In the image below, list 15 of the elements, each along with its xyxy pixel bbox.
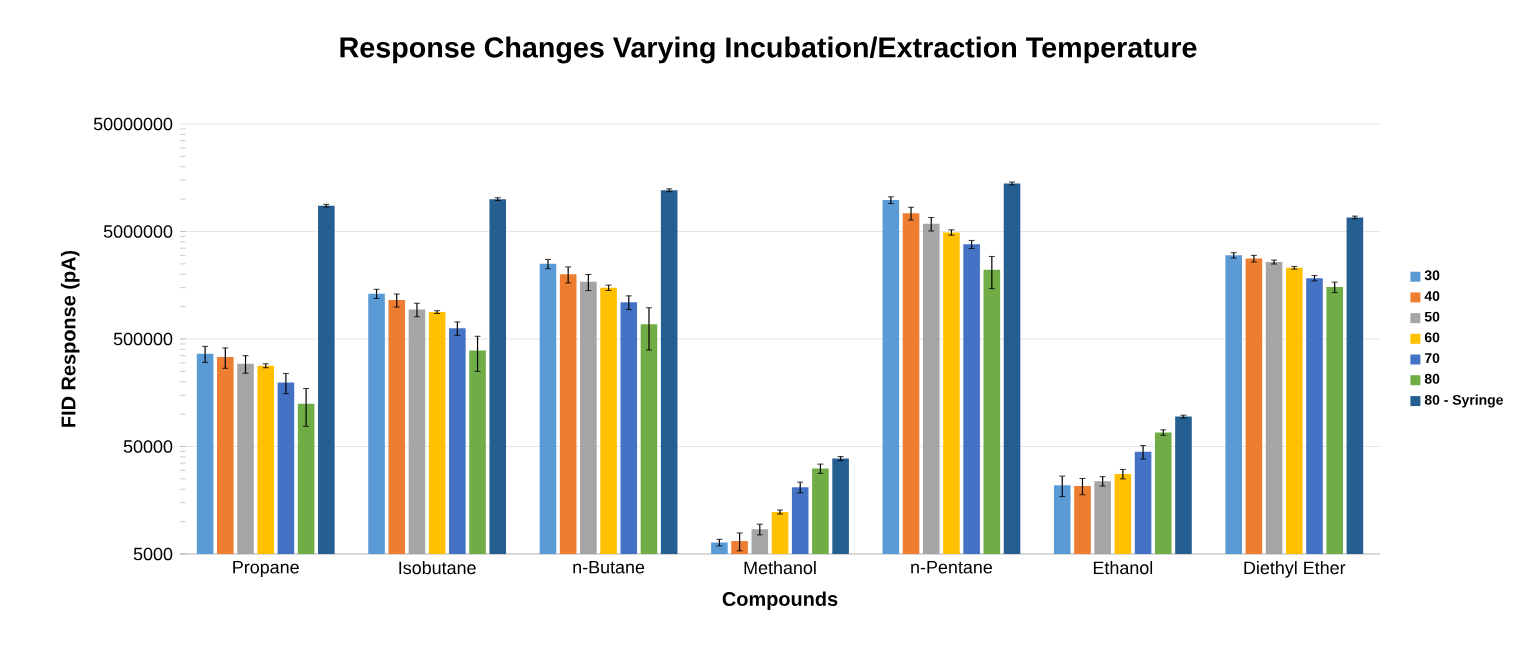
x-tick-label: Propane — [233, 561, 299, 578]
y-tick-label: 50000000 — [93, 117, 173, 131]
x-tick-label: Ethanol — [1093, 561, 1153, 575]
x-tick-label: Isobutane — [399, 561, 476, 575]
y-tick-label: 5000 — [133, 547, 173, 561]
y-tick-label: 50000 — [123, 440, 173, 453]
y-tick-label: 500000 — [113, 332, 173, 346]
chart-title: Response Changes Varying Incubation/Extraction Temperature — [340, 36, 1197, 64]
x-tick-label: n-Pentane — [911, 561, 993, 574]
x-tick-label: Diethyl Ether — [1244, 561, 1346, 578]
y-tick-label: 5000000 — [103, 225, 173, 238]
y-axis-title: FID Response (pA) — [60, 250, 80, 427]
x-axis-title: Compounds — [722, 591, 838, 610]
x-tick-label: Methanol — [744, 561, 816, 575]
x-tick-label: n-Butane — [573, 561, 645, 574]
